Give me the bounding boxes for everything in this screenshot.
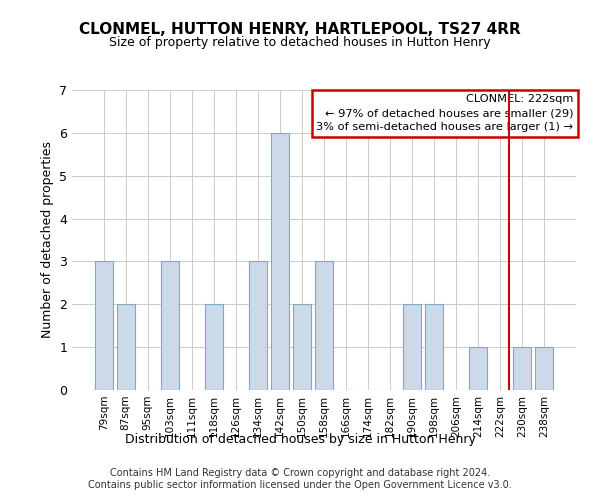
- Bar: [535, 347, 553, 390]
- Bar: [205, 304, 223, 390]
- Bar: [514, 347, 531, 390]
- Bar: [403, 304, 421, 390]
- Y-axis label: Number of detached properties: Number of detached properties: [41, 142, 53, 338]
- Text: Distribution of detached houses by size in Hutton Henry: Distribution of detached houses by size …: [125, 432, 475, 446]
- Text: CLONMEL: 222sqm
← 97% of detached houses are smaller (29)
3% of semi-detached ho: CLONMEL: 222sqm ← 97% of detached houses…: [316, 94, 574, 132]
- Text: Contains public sector information licensed under the Open Government Licence v3: Contains public sector information licen…: [88, 480, 512, 490]
- Bar: [315, 262, 333, 390]
- Bar: [425, 304, 443, 390]
- Bar: [249, 262, 267, 390]
- Bar: [293, 304, 311, 390]
- Bar: [271, 133, 289, 390]
- Text: Size of property relative to detached houses in Hutton Henry: Size of property relative to detached ho…: [109, 36, 491, 49]
- Bar: [161, 262, 179, 390]
- Bar: [95, 262, 113, 390]
- Text: CLONMEL, HUTTON HENRY, HARTLEPOOL, TS27 4RR: CLONMEL, HUTTON HENRY, HARTLEPOOL, TS27 …: [79, 22, 521, 38]
- Text: Contains HM Land Registry data © Crown copyright and database right 2024.: Contains HM Land Registry data © Crown c…: [110, 468, 490, 477]
- Bar: [469, 347, 487, 390]
- Bar: [117, 304, 134, 390]
